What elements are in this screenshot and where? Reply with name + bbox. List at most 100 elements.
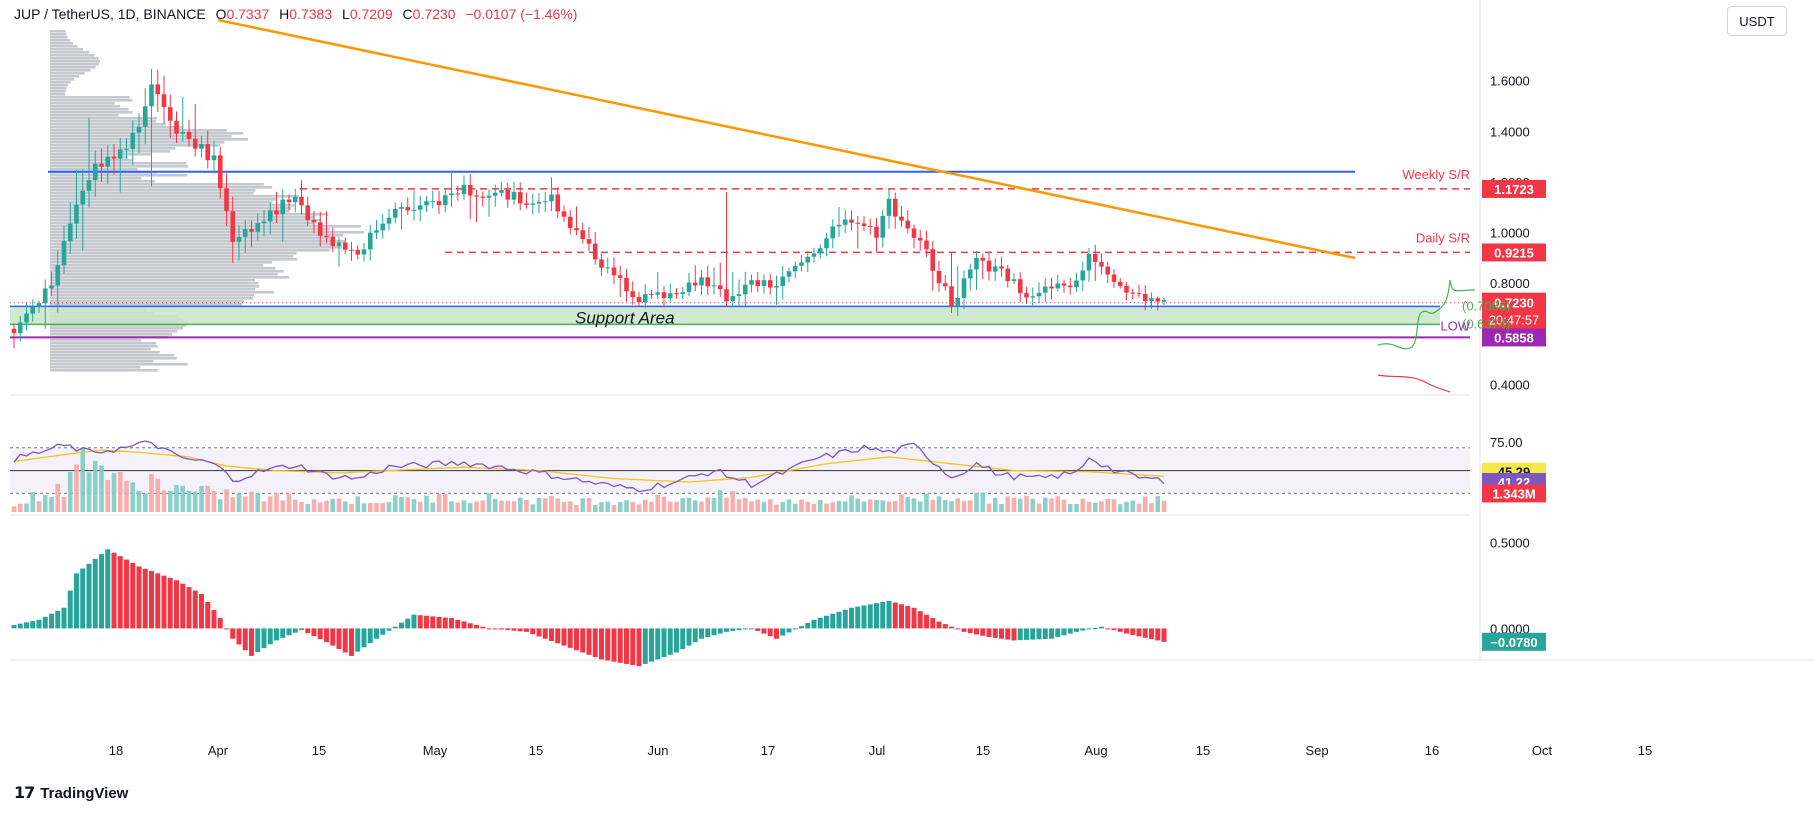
candle-body [317, 222, 323, 236]
volume-bar [330, 498, 336, 512]
volume-profile-bar [50, 294, 255, 297]
daily-sr-label: Daily S/R [1416, 230, 1470, 245]
candle-body [417, 205, 423, 210]
macd-bar [511, 628, 517, 631]
macd-bar [767, 628, 773, 637]
volume-bar [855, 498, 861, 512]
volume-bar [605, 501, 611, 512]
candle-body [949, 286, 954, 307]
macd-bar [892, 602, 898, 629]
volume-bar [580, 498, 586, 512]
candle-body [486, 195, 492, 198]
macd-bar [980, 628, 986, 636]
volume-bar [1161, 500, 1167, 512]
macd-bar [1036, 628, 1042, 640]
macd-bar [542, 628, 548, 639]
volume-profile-bar [50, 72, 85, 75]
volume-bar [1067, 504, 1073, 512]
volume-bar [742, 497, 748, 512]
symbol-title[interactable]: JUP / TetherUS, 1D, BINANCE [14, 6, 206, 22]
candle-body [286, 199, 292, 203]
volume-profile-bar [50, 300, 244, 303]
volume-profile-bar [50, 234, 344, 237]
volume-profile-bar [50, 96, 130, 99]
candle-body [449, 193, 454, 196]
volume-bar [642, 499, 648, 512]
candle-body [980, 257, 986, 261]
volume-profile-bar [50, 147, 176, 150]
macd-bar [486, 628, 492, 630]
candle-body [217, 155, 223, 189]
currency-button[interactable]: USDT [1727, 6, 1787, 36]
candle-body [330, 236, 336, 247]
macd-bar [205, 602, 211, 629]
macd-bar [324, 628, 329, 643]
volume-bar [199, 485, 204, 512]
candle-body [211, 155, 217, 161]
close-label: C [402, 6, 413, 22]
macd-bar [824, 615, 829, 629]
candle-body [1136, 293, 1142, 295]
volume-bar [561, 501, 567, 512]
volume-profile-bar [50, 354, 175, 357]
macd-bar [74, 573, 79, 629]
volume-bar [505, 500, 511, 512]
candle-body [892, 198, 898, 217]
macd-bar [80, 568, 86, 629]
candle-body [149, 84, 154, 107]
volume-profile-bar [50, 297, 253, 300]
volume-profile-bar [50, 351, 160, 354]
volume-bar [836, 500, 842, 512]
volume-profile-bar [50, 342, 157, 345]
volume-bar [292, 499, 298, 512]
volume-bar [1136, 503, 1142, 512]
volume-bar [399, 497, 404, 512]
candle-body [805, 256, 811, 263]
volume-profile-bar [50, 339, 142, 342]
volume-profile-bar [50, 90, 66, 93]
macd-bar [361, 628, 367, 648]
volume-bar [574, 505, 579, 512]
volume-bar [61, 496, 67, 512]
volume-bar [1049, 498, 1054, 512]
macd-bar [299, 628, 304, 631]
macd-bar [974, 628, 979, 635]
volume-bar [167, 490, 173, 512]
candle-body [886, 198, 892, 216]
candle-body [724, 289, 729, 302]
candle-body [630, 291, 636, 298]
candle-body [242, 229, 248, 237]
candle-body [1017, 279, 1023, 294]
candle-body [42, 288, 48, 304]
macd-bar [161, 575, 167, 629]
macd-bar [1142, 628, 1148, 638]
volume-profile-bar [50, 60, 100, 63]
candle-body [230, 211, 236, 242]
macd-bar [561, 628, 567, 646]
candle-body [855, 222, 861, 224]
macd-bar [136, 566, 142, 629]
volume-bar [655, 494, 661, 512]
macd-bar [661, 628, 667, 658]
volume-bar [486, 493, 492, 512]
volume-profile-bar [50, 174, 188, 177]
macd-bar [1124, 628, 1129, 634]
candle-body [699, 277, 704, 286]
volume-profile-bar [50, 363, 188, 366]
candle-body [636, 297, 642, 303]
time-axis: 18 Apr 15 May 15 Jun 17 Jul 15 Aug 15 Sep 16 Oct 15 [109, 743, 1652, 758]
volume-profile-bar [50, 327, 184, 330]
volume-profile-bar [50, 180, 156, 183]
candle-body [342, 242, 348, 250]
volume-profile-bar [50, 63, 99, 66]
candle-body [324, 235, 329, 237]
tradingview-logo[interactable]: 𝟭𝟳 TradingView [14, 783, 128, 803]
macd-bar [42, 616, 48, 629]
volume-bar [236, 493, 242, 512]
volume-bar [955, 498, 961, 512]
candle-body [899, 216, 904, 221]
volume-profile-bar [50, 81, 71, 84]
volume-bar [717, 490, 723, 512]
